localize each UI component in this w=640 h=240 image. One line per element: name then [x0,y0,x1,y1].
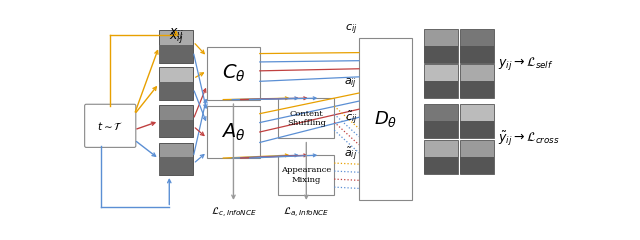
Bar [159,45,193,63]
Bar [460,140,494,174]
Bar [424,29,458,63]
Bar [460,46,494,63]
Text: $\tilde{y}_{ij} \rightarrow \mathcal{L}_{cross}$: $\tilde{y}_{ij} \rightarrow \mathcal{L}_… [499,130,561,148]
Bar [159,157,193,175]
FancyBboxPatch shape [207,106,260,158]
Bar [159,105,193,137]
FancyBboxPatch shape [278,98,334,138]
FancyBboxPatch shape [359,38,412,200]
Bar [159,143,193,175]
Bar [159,30,193,63]
Text: $A_{\theta}$: $A_{\theta}$ [221,121,246,143]
Text: $D_{\theta}$: $D_{\theta}$ [374,109,397,129]
Bar [424,46,458,63]
Text: Content
Shuffling: Content Shuffling [287,109,326,127]
Text: Appearance
Mixing: Appearance Mixing [281,167,332,184]
Bar [424,104,458,138]
Text: $a_{ij}$: $a_{ij}$ [344,77,358,91]
Bar [159,82,193,100]
Bar [424,64,458,98]
Text: $\tilde{c}_{ij}$: $\tilde{c}_{ij}$ [345,109,358,127]
FancyBboxPatch shape [84,104,136,147]
Text: $c_{ij}$: $c_{ij}$ [345,22,358,36]
Bar [424,121,458,138]
FancyBboxPatch shape [207,47,260,100]
Text: $\tilde{a}_{ij}$: $\tilde{a}_{ij}$ [344,145,358,163]
Text: $C_{\theta}$: $C_{\theta}$ [221,63,245,84]
FancyBboxPatch shape [278,155,334,195]
Bar [460,64,494,98]
Text: $x_{ij}$: $x_{ij}$ [169,30,184,45]
Bar [460,81,494,98]
Bar [159,120,193,137]
Bar [424,157,458,174]
Bar [460,104,494,138]
Bar [424,81,458,98]
Bar [159,67,193,100]
Bar [460,157,494,174]
Text: $t \sim \mathcal{T}$: $t \sim \mathcal{T}$ [97,120,124,132]
Text: $x_{ij}$: $x_{ij}$ [169,26,184,42]
Bar [460,29,494,63]
Text: $\mathcal{L}_{a,InfoNCE}$: $\mathcal{L}_{a,InfoNCE}$ [283,206,330,220]
Bar [424,140,458,174]
Text: $y_{ij} \rightarrow \mathcal{L}_{self}$: $y_{ij} \rightarrow \mathcal{L}_{self}$ [499,55,554,72]
Bar [460,121,494,138]
Text: $\mathcal{L}_{c,InfoNCE}$: $\mathcal{L}_{c,InfoNCE}$ [211,206,257,220]
